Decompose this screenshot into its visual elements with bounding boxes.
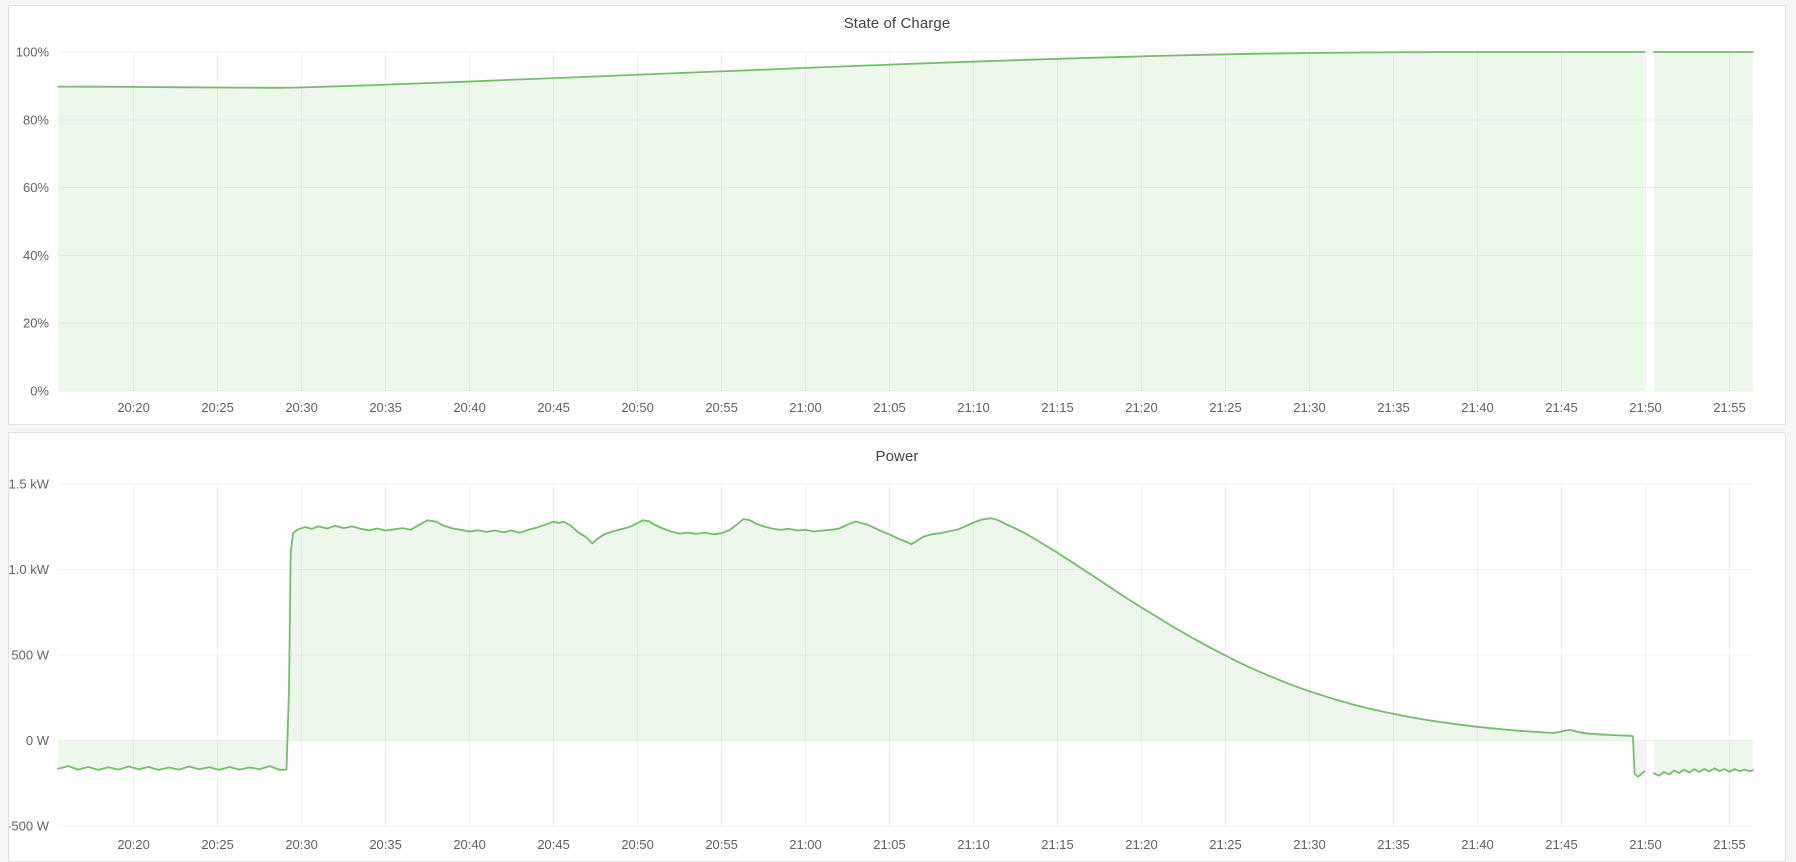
svg-text:21:05: 21:05 <box>873 837 906 852</box>
y-axis-labels: 1.5 kW 1.0 kW 500 W 0 W -500 W <box>9 477 50 834</box>
svg-text:21:05: 21:05 <box>873 400 906 415</box>
svg-text:20:40: 20:40 <box>453 837 486 852</box>
svg-text:21:30: 21:30 <box>1293 400 1326 415</box>
x-axis-labels: 20:20 20:25 20:30 20:35 20:40 20:45 20:50 20:55… <box>117 400 1745 415</box>
svg-text:21:35: 21:35 <box>1377 837 1410 852</box>
svg-text:21:00: 21:00 <box>789 837 822 852</box>
x-axis-labels: 20:20 20:25 20:30 20:35 20:40 20:45 20:50 20:55… <box>117 837 1745 852</box>
svg-text:21:10: 21:10 <box>957 837 990 852</box>
svg-text:21:45: 21:45 <box>1545 400 1578 415</box>
svg-text:21:20: 21:20 <box>1125 837 1158 852</box>
gridlines <box>58 483 1753 827</box>
series-area <box>58 518 1753 777</box>
svg-text:21:40: 21:40 <box>1461 400 1494 415</box>
panel-title-state-of-charge[interactable]: State of Charge <box>843 15 951 32</box>
svg-text:1.0 kW: 1.0 kW <box>9 562 50 577</box>
svg-text:20:30: 20:30 <box>285 837 318 852</box>
svg-text:21:20: 21:20 <box>1125 400 1158 415</box>
svg-text:21:25: 21:25 <box>1209 400 1242 415</box>
svg-text:20:35: 20:35 <box>369 837 402 852</box>
svg-text:20:45: 20:45 <box>537 837 570 852</box>
svg-text:20:25: 20:25 <box>201 837 234 852</box>
svg-text:20:20: 20:20 <box>117 837 150 852</box>
svg-text:20:40: 20:40 <box>453 400 486 415</box>
svg-text:21:15: 21:15 <box>1041 400 1074 415</box>
svg-text:60%: 60% <box>23 180 49 195</box>
panel-state-of-charge: State of Charge 20:20 20:25 20:30 20:35 20:4… <box>8 5 1786 425</box>
soc-chart-plot[interactable]: 20:20 20:25 20:30 20:35 20:40 20:45 20:50 20:55… <box>9 6 1786 425</box>
svg-text:21:30: 21:30 <box>1293 837 1326 852</box>
panel-title-power[interactable]: Power <box>875 448 919 465</box>
svg-text:20:55: 20:55 <box>705 837 738 852</box>
svg-text:21:10: 21:10 <box>957 400 990 415</box>
svg-text:20:30: 20:30 <box>285 400 318 415</box>
svg-text:0 W: 0 W <box>26 733 50 748</box>
series-area <box>58 52 1753 391</box>
gridlines <box>58 51 1753 392</box>
svg-text:21:00: 21:00 <box>789 400 822 415</box>
svg-text:20:35: 20:35 <box>369 400 402 415</box>
svg-text:500 W: 500 W <box>11 648 49 663</box>
svg-text:20%: 20% <box>23 316 49 331</box>
svg-text:80%: 80% <box>23 112 49 127</box>
series-line <box>57 517 1754 778</box>
svg-text:21:40: 21:40 <box>1461 837 1494 852</box>
svg-text:21:50: 21:50 <box>1629 837 1662 852</box>
svg-text:21:45: 21:45 <box>1545 837 1578 852</box>
svg-text:21:55: 21:55 <box>1713 400 1746 415</box>
series-line <box>57 51 1754 89</box>
svg-text:20:45: 20:45 <box>537 400 570 415</box>
power-chart-plot[interactable]: 20:20 20:25 20:30 20:35 20:40 20:45 20:50 20:55… <box>9 433 1786 862</box>
svg-text:-500 W: -500 W <box>9 819 50 834</box>
svg-text:40%: 40% <box>23 248 49 263</box>
svg-text:21:55: 21:55 <box>1713 837 1746 852</box>
svg-text:20:50: 20:50 <box>621 400 654 415</box>
svg-text:20:55: 20:55 <box>705 400 738 415</box>
svg-text:20:25: 20:25 <box>201 400 234 415</box>
svg-text:21:35: 21:35 <box>1377 400 1410 415</box>
svg-text:20:20: 20:20 <box>117 400 150 415</box>
panel-power: Power 20:20 20:25 20:30 20:35 20:40 20:45 20:5… <box>8 432 1786 862</box>
svg-text:21:50: 21:50 <box>1629 400 1662 415</box>
svg-text:20:50: 20:50 <box>621 837 654 852</box>
y-axis-labels: 100% 80% 60% 40% 20% 0% <box>16 45 50 399</box>
svg-text:100%: 100% <box>16 45 50 60</box>
svg-text:21:15: 21:15 <box>1041 837 1074 852</box>
svg-text:1.5 kW: 1.5 kW <box>9 477 50 492</box>
svg-text:0%: 0% <box>30 384 49 399</box>
svg-text:21:25: 21:25 <box>1209 837 1242 852</box>
